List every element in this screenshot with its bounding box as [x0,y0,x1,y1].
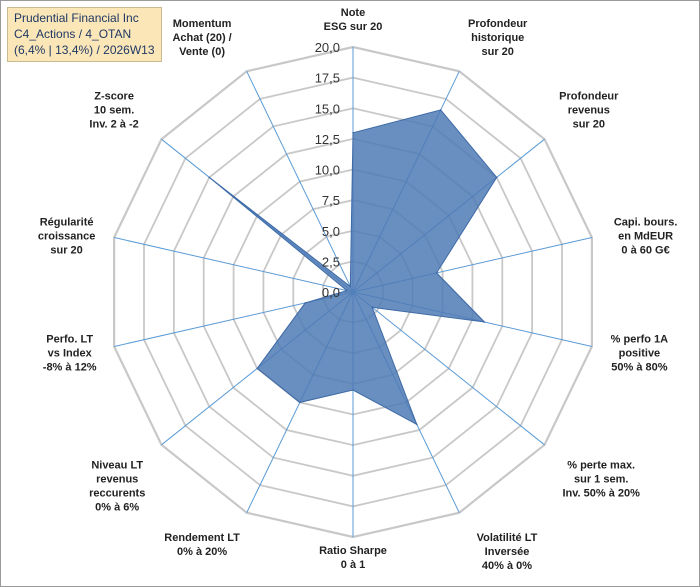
title-line-2: C4_Actions / 4_OTAN [14,27,132,41]
axis-spoke [246,71,354,293]
tick-label: 5,0 [322,224,340,239]
series-point [435,272,438,274]
series-point [304,302,307,304]
axis-label: % perfo 1A positive 50% à 80% [611,333,669,373]
axis-label: % perte max. sur 1 sem. Inv. 50% à 20% [562,459,640,499]
chart-title-box: Prudential Financial Inc C4_Actions / 4_… [7,7,162,62]
tick-label: 2,5 [322,254,340,269]
axis-label: Profondeur historique sur 20 [468,18,528,58]
series-point [439,109,442,111]
axis-label: Profondeur revenus sur 20 [559,91,619,131]
series-point [352,389,354,391]
tick-label: 7,5 [322,193,340,208]
tick-label: 20,0 [315,40,340,55]
series-point [371,306,374,309]
axis-label: Capi. bours. en MdEUR 0 à 60 G€ [614,217,678,257]
series-layer [208,109,498,426]
axis-label: Perfo. LT vs Index -8% à 12% [43,333,97,373]
tick-label: 15,0 [315,101,340,116]
series-point [495,176,498,179]
axis-label: Z-score 10 sem. Inv. 2 à -2 [89,91,138,131]
axis-spoke [113,237,354,293]
series-point [346,289,348,292]
tick-label: 0,0 [322,285,340,300]
axis-label: Momentum Achat (20) / Vente (0) [172,18,231,58]
tick-label: 10,0 [315,163,340,178]
axis-label: Régularité croissance sur 20 [38,217,95,257]
axis-spoke [352,291,545,446]
series-point [349,285,352,288]
axis-label: Ratio Sharpe 0 à 1 [319,545,387,571]
series-point [416,423,418,426]
title-line-3: (6,4% | 13,4%) / 2026W13 [14,43,155,57]
series-point [208,176,211,179]
series-point [352,132,354,134]
axis-label: Niveau LT revenus reccurents 0% à 6% [89,459,145,513]
tick-label: 17,5 [315,71,340,86]
series-point [256,367,258,370]
series-area [208,109,498,426]
axis-label: Note ESG sur 20 [324,7,383,33]
series-point [299,401,301,404]
label-layer: Note ESG sur 20 Profondeur historique sur 20… [38,7,678,572]
tick-layer: 0,0 2,5 5,0 7,5 10,0 12,5 15,0 17,5 20,0 [315,40,340,300]
series-point [483,321,486,323]
title-line-1: Prudential Financial Inc [14,11,139,25]
axis-label: Volatilité LT Inversée 40% à 0% [477,532,538,572]
axis-label: Rendement LT 0% à 20% [164,532,240,558]
tick-label: 12,5 [315,132,340,147]
